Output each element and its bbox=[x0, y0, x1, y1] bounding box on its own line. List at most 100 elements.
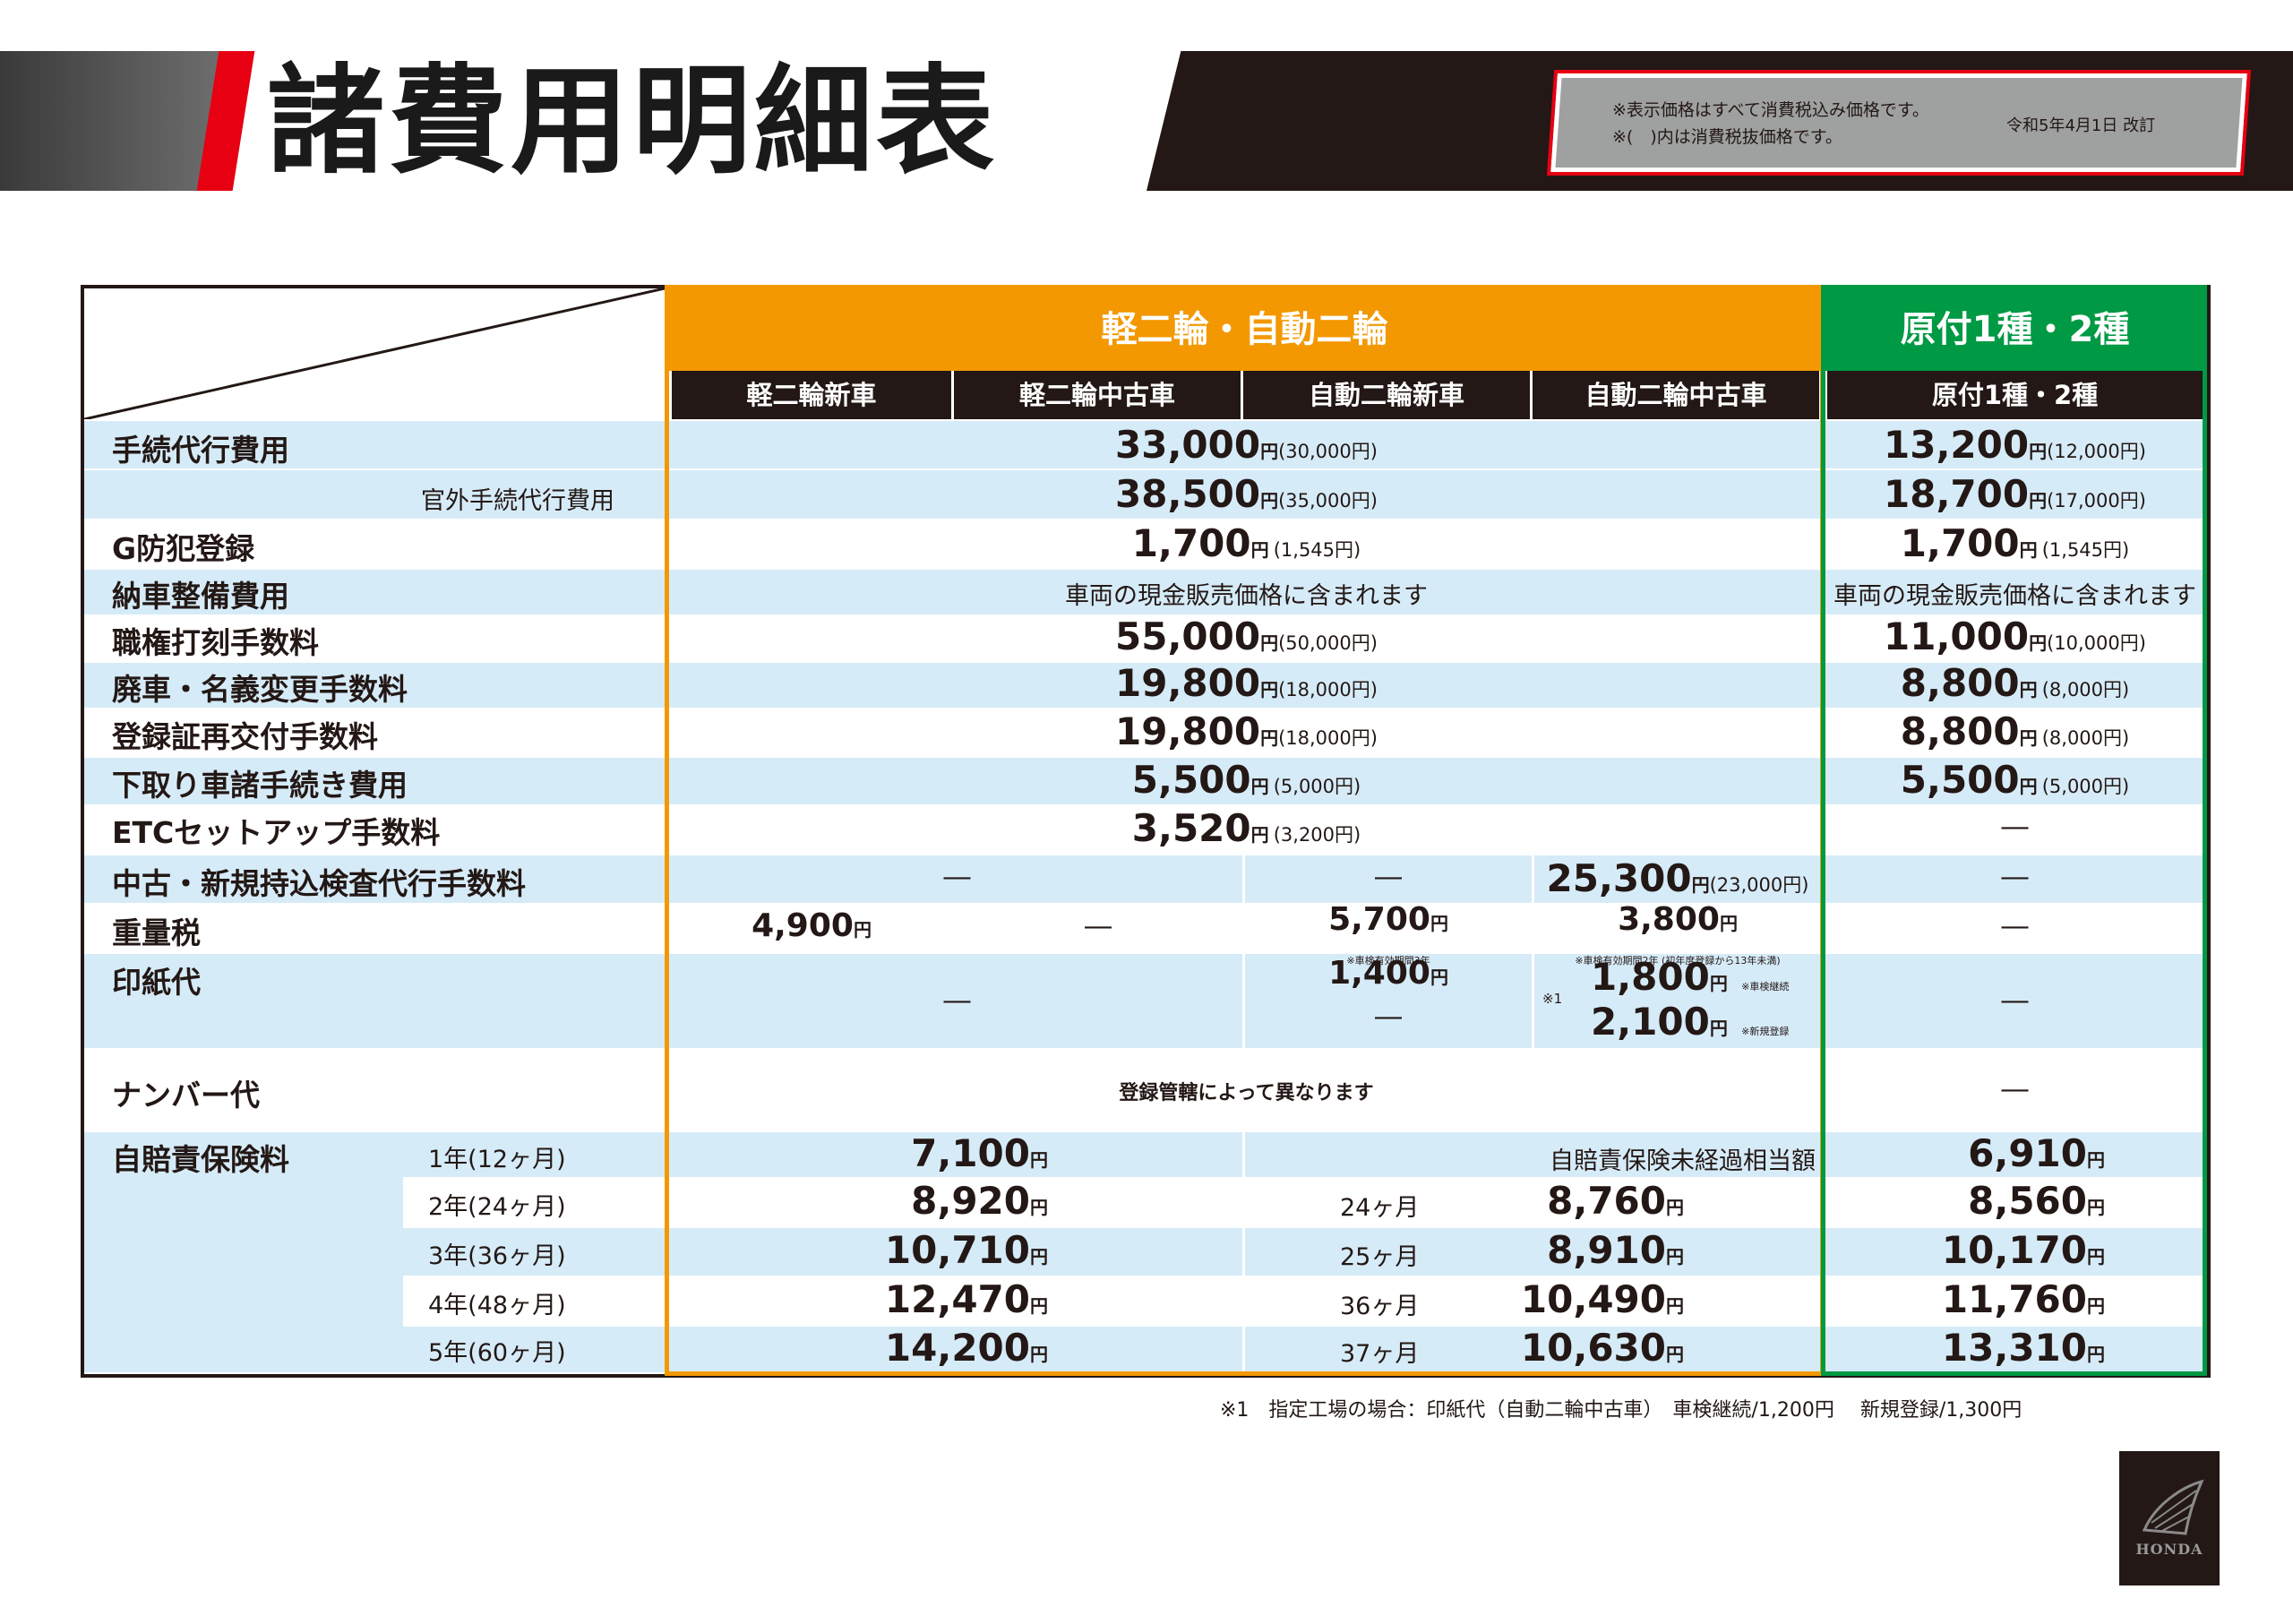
procedure-main-value: 33,000 bbox=[1115, 423, 1261, 467]
weight-moto-used-value: 3,800 bbox=[1618, 901, 1720, 938]
subheader-light-new: 軽二輪新車 bbox=[672, 371, 951, 419]
yen-unit: 円 bbox=[2019, 679, 2038, 700]
tradein-moped: 5,500円 (5,000円) bbox=[1827, 758, 2203, 802]
insurance-moped-3: 10,170円 bbox=[1845, 1228, 2105, 1272]
row-label-reissue: 登録証再交付手数料 bbox=[112, 719, 378, 754]
insurance-main-3: 10,710円 bbox=[681, 1228, 1048, 1272]
row-label-scrap-transfer: 廃車・名義変更手数料 bbox=[112, 672, 408, 707]
row-label-crime-prevention: G防犯登録 bbox=[112, 531, 255, 566]
maintenance-moped: 車両の現金販売価格に含まれます bbox=[1834, 582, 2196, 610]
insurance-term-1: 1年(12ヶ月) bbox=[428, 1146, 566, 1173]
insurance-used-2-value: 8,760 bbox=[1547, 1179, 1666, 1223]
etc-main: 3,520円 (3,200円) bbox=[672, 806, 1821, 850]
yen-unit: 円 bbox=[1430, 967, 1448, 988]
scrap-moped: 8,800円 (8,000円) bbox=[1827, 661, 2203, 705]
stamp-renewal-note: ※車検継続 bbox=[1741, 981, 1790, 992]
yen-unit: 円 bbox=[1666, 1197, 1684, 1218]
stamp-renewal-value: 1,800 bbox=[1591, 955, 1710, 999]
procedure-main-ex: (30,000円) bbox=[1278, 441, 1378, 462]
row-bg-8 bbox=[84, 758, 2207, 804]
yen-unit: 円 bbox=[2087, 1295, 2105, 1317]
outside-main: 38,500円(35,000円) bbox=[672, 472, 1821, 516]
insurance-term-4: 4年(48ヶ月) bbox=[428, 1292, 566, 1319]
row-bg-6 bbox=[84, 663, 2207, 708]
reissue-moped-value: 8,800 bbox=[1900, 709, 2020, 753]
stamp-moto-used-new-reg: 2,100円 ※新規登録 bbox=[1591, 1000, 1789, 1044]
row-bg-13 bbox=[84, 1050, 2207, 1130]
insurance-moped-2-value: 8,560 bbox=[1968, 1179, 2087, 1223]
honda-logo-text: HONDA bbox=[2135, 1541, 2203, 1558]
crime-main-value: 1,700 bbox=[1131, 521, 1251, 565]
header-band-left bbox=[0, 51, 224, 191]
insurance-used-header: 自賠責保険未経過相当額 bbox=[1550, 1147, 1816, 1175]
scrap-main-ex: (18,000円) bbox=[1278, 679, 1378, 700]
weight-moto-new-value: 5,700 bbox=[1328, 901, 1430, 938]
col-sep-2 bbox=[952, 905, 955, 952]
yen-unit: 円 bbox=[2029, 490, 2048, 511]
insurance-main-2-value: 8,920 bbox=[911, 1179, 1030, 1223]
row-bg-17 bbox=[84, 1277, 2207, 1325]
procedure-moped: 13,200円(12,000円) bbox=[1827, 423, 2203, 467]
yen-unit: 円 bbox=[2087, 1344, 2105, 1365]
row-bg-10 bbox=[84, 855, 2207, 903]
row-bg-18 bbox=[84, 1327, 2207, 1372]
yen-unit: 円 bbox=[1030, 1149, 1048, 1171]
inspection-light: ― bbox=[943, 862, 971, 893]
engraving-moped-ex: (10,000円) bbox=[2047, 632, 2146, 654]
weight-moto-used-note: ※車検有効期間2年 (初年度登録から13年未満) bbox=[1575, 955, 1781, 967]
engraving-moped: 11,000円(10,000円) bbox=[1827, 614, 2203, 658]
page-title: 諸費用明細表 bbox=[267, 53, 998, 191]
outside-moped-value: 18,700 bbox=[1884, 472, 2030, 516]
row-bg-2 bbox=[84, 470, 2207, 519]
tradein-moped-ex: (5,000円) bbox=[2041, 776, 2130, 797]
scrap-moped-value: 8,800 bbox=[1900, 661, 2020, 705]
weight-moto-used: 3,800円 ※車検有効期間2年 (初年度登録から13年未満) bbox=[1534, 903, 1821, 978]
insurance-moped-4: 11,760円 bbox=[1845, 1277, 2105, 1321]
inspection-moto-new: ― bbox=[1375, 862, 1402, 893]
insurance-used-5-value: 10,630 bbox=[1520, 1326, 1666, 1370]
insurance-used-term-3: 25ヶ月 bbox=[1340, 1243, 1420, 1271]
insurance-moped-1: 6,910円 bbox=[1845, 1131, 2105, 1175]
row-label-etc: ETCセットアップ手数料 bbox=[112, 815, 441, 850]
reissue-main: 19,800円(18,000円) bbox=[672, 709, 1821, 753]
insurance-term-2: 2年(24ヶ月) bbox=[428, 1193, 566, 1221]
scrap-main: 19,800円(18,000円) bbox=[672, 661, 1821, 705]
insurance-moped-2: 8,560円 bbox=[1845, 1179, 2105, 1223]
weight-moto-new-note: ※車検有効期間3年 bbox=[1346, 955, 1430, 967]
insurance-used-4-value: 10,490 bbox=[1520, 1277, 1666, 1321]
row-label-stamp: 印紙代 bbox=[112, 965, 201, 1000]
yen-unit: 円 bbox=[1250, 776, 1269, 797]
inspection-moto-used: 25,300円(23,000円) bbox=[1534, 856, 1821, 900]
engraving-main-value: 55,000 bbox=[1115, 614, 1261, 658]
yen-unit: 円 bbox=[1430, 913, 1448, 934]
inspection-moto-used-value: 25,300 bbox=[1546, 856, 1692, 900]
crime-moped: 1,700円 (1,545円) bbox=[1827, 521, 2203, 565]
insurance-used-term-4: 36ヶ月 bbox=[1340, 1293, 1420, 1320]
crime-main-ex: (1,545円) bbox=[1273, 539, 1361, 561]
stamp-newreg-value: 2,100 bbox=[1591, 1000, 1710, 1044]
row-bg-5 bbox=[84, 616, 2207, 661]
subheader-moped: 原付1種・2種 bbox=[1827, 371, 2203, 419]
etc-moped: ― bbox=[2001, 812, 2029, 843]
engraving-moped-value: 11,000 bbox=[1884, 614, 2030, 658]
insurance-moped-4-value: 11,760 bbox=[1941, 1277, 2087, 1321]
insurance-used-term-2: 24ヶ月 bbox=[1340, 1194, 1420, 1222]
yen-unit: 円 bbox=[1709, 973, 1728, 994]
tax-note-1: ※表示価格はすべて消費税込み価格です。 bbox=[1612, 100, 1929, 120]
yen-unit: 円 bbox=[1260, 490, 1279, 511]
insurance-main-3-value: 10,710 bbox=[884, 1228, 1030, 1272]
col-sep-ins bbox=[1242, 1132, 1245, 1372]
procedure-main: 33,000円(30,000円) bbox=[672, 423, 1821, 467]
insurance-moped-3-value: 10,170 bbox=[1941, 1228, 2087, 1272]
scrap-main-value: 19,800 bbox=[1115, 661, 1261, 705]
subheader-moto-used: 自動二輪中古車 bbox=[1533, 371, 1819, 419]
insurance-used-4: 10,490円 bbox=[1451, 1277, 1684, 1321]
insurance-main-1: 7,100円 bbox=[681, 1131, 1048, 1175]
insurance-term-5: 5年(60ヶ月) bbox=[428, 1339, 566, 1367]
row-bg-15 bbox=[84, 1179, 2207, 1226]
yen-unit: 円 bbox=[2019, 776, 2038, 797]
scrap-moped-ex: (8,000円) bbox=[2041, 679, 2130, 700]
tradein-main: 5,500円 (5,000円) bbox=[672, 758, 1821, 802]
weight-light-new-value: 4,900 bbox=[751, 907, 854, 944]
row-bg-12 bbox=[84, 954, 2207, 1048]
